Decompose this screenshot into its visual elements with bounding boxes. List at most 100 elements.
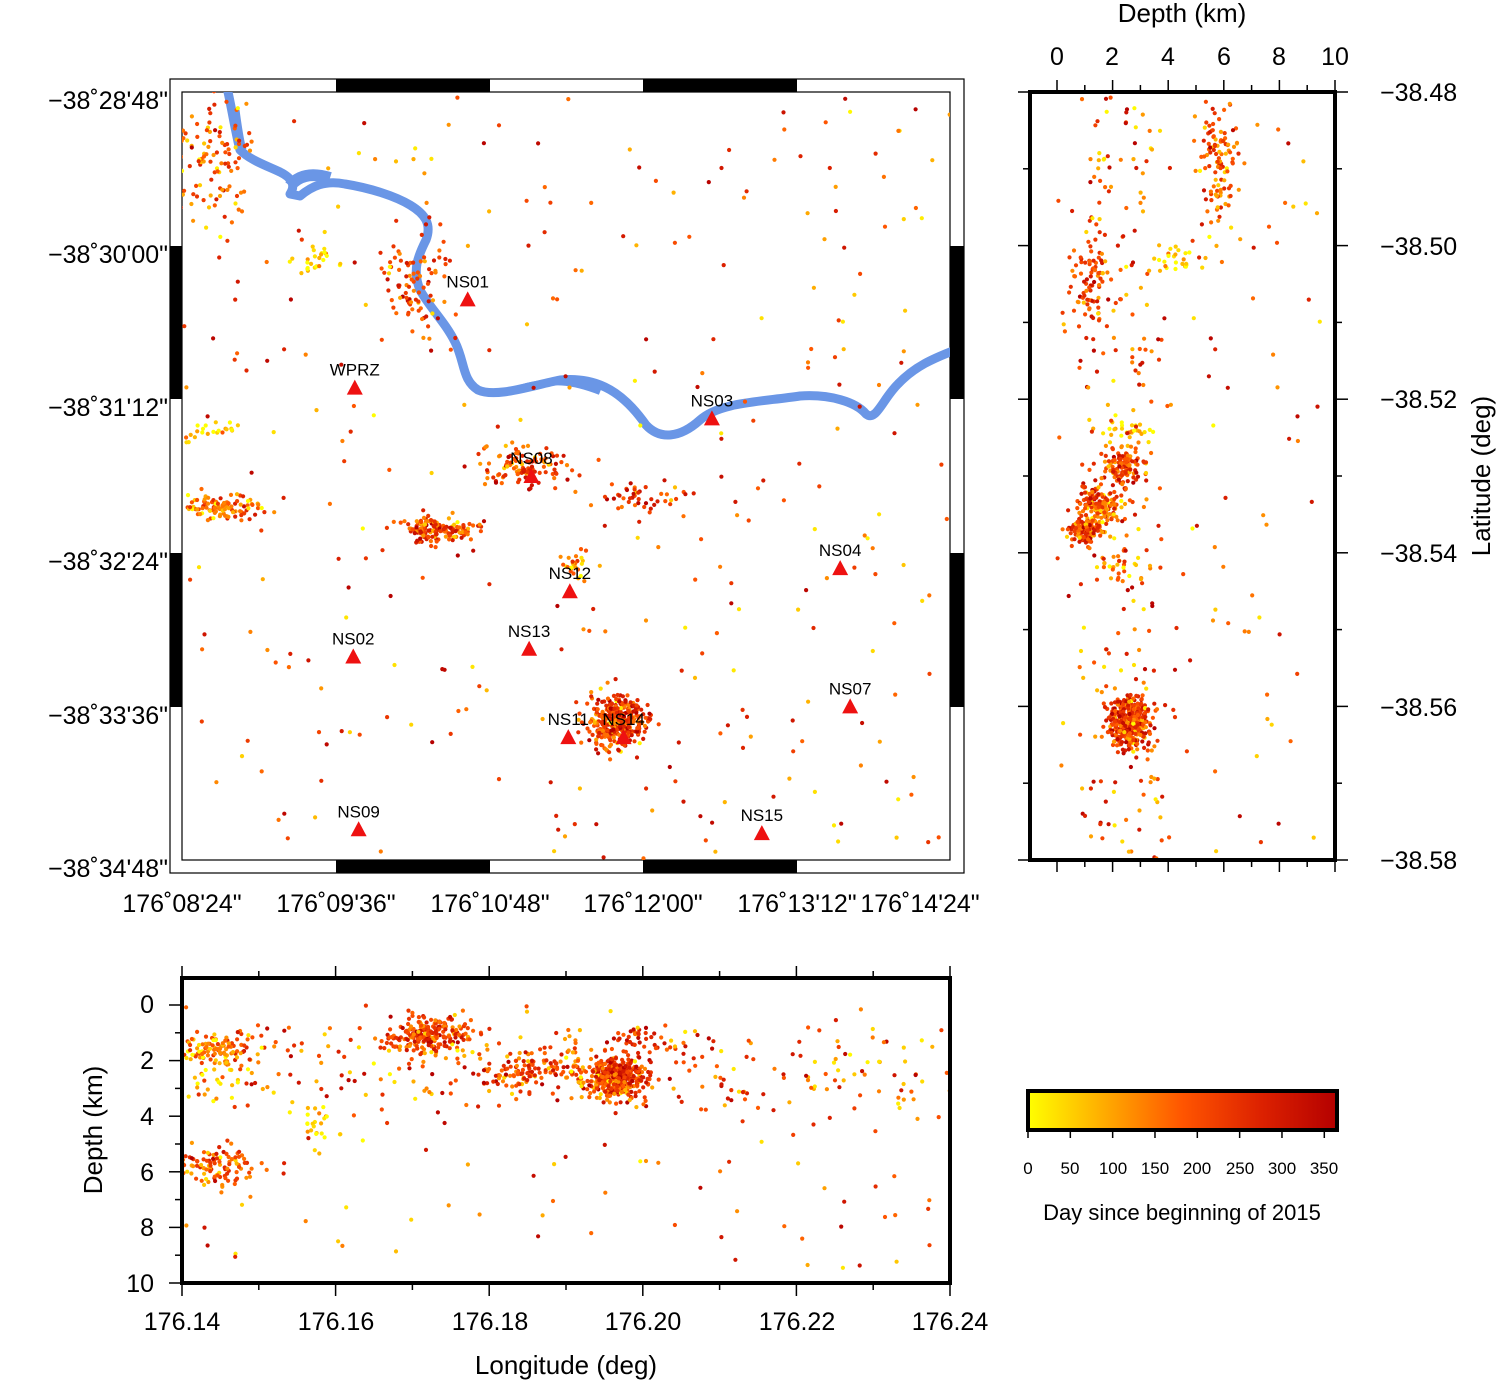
lat-depth-earthquake-point <box>1141 734 1146 739</box>
map-earthquake-point <box>208 139 213 144</box>
lon-depth-earthquake-point <box>225 1138 230 1143</box>
lon-depth-earthquake-point <box>453 1035 458 1040</box>
map-earthquake-point <box>552 467 557 472</box>
map-earthquake-point <box>407 273 412 278</box>
map-earthquake-point <box>634 703 639 708</box>
map-earthquake-point <box>589 690 594 695</box>
lat-depth-earthquake-point <box>1127 699 1132 704</box>
lat-depth-earthquake-point <box>1102 514 1107 519</box>
lat-depth-earthquake-point <box>1212 143 1217 149</box>
lon-depth-earthquake-point <box>503 1072 509 1077</box>
lon-depth-earthquake-point <box>597 1078 602 1083</box>
map-earthquake-point <box>202 497 207 502</box>
lon-depth-y-title: Depth (km) <box>78 1066 108 1195</box>
lon-depth-earthquake-point <box>455 1048 460 1053</box>
map-earthquake-point <box>852 292 857 297</box>
station-marker <box>753 825 770 841</box>
lon-depth-earthquake-point <box>317 1111 322 1116</box>
map-earthquake-point <box>634 243 639 248</box>
lat-depth-earthquake-point <box>1121 565 1126 570</box>
lat-depth-earthquake-point <box>1097 230 1102 235</box>
map-earthquake-point <box>314 408 319 413</box>
map-earthquake-point <box>873 572 878 577</box>
lat-depth-earthquake-point <box>1238 237 1243 242</box>
lat-depth-earthquake-point <box>1125 693 1130 698</box>
lat-depth-earthquake-point <box>1089 429 1094 434</box>
map-earthquake-point <box>546 462 551 467</box>
lon-depth-earthquake-point <box>218 1081 223 1086</box>
lat-depth-earthquake-point <box>1137 647 1142 653</box>
map-earthquake-point <box>236 207 241 212</box>
map-earthquake-point <box>452 534 457 539</box>
lon-depth-earthquake-point <box>827 1115 832 1120</box>
map-earthquake-point <box>611 693 617 699</box>
lon-depth-earthquake-point <box>927 1243 932 1248</box>
lon-depth-earthquake-point <box>536 1234 541 1239</box>
map-earthquake-point <box>403 290 408 296</box>
lat-depth-earthquake-point <box>1142 430 1147 435</box>
map-earthquake-point <box>208 111 213 116</box>
map-earthquake-point <box>317 264 322 269</box>
map-earthquake-point <box>386 288 391 293</box>
lat-depth-earthquake-point <box>1102 510 1107 515</box>
map-earthquake-point <box>553 486 558 491</box>
lon-depth-earthquake-point <box>525 1078 530 1083</box>
map-earthquake-point <box>213 420 218 425</box>
map-earthquake-point <box>550 296 556 301</box>
lon-depth-earthquake-point <box>189 1156 194 1161</box>
map-earthquake-point <box>936 835 941 840</box>
lon-depth-earthquake-point <box>553 1072 559 1078</box>
lat-depth-earthquake-point <box>1112 719 1118 724</box>
lat-depth-earthquake-point <box>1141 607 1146 612</box>
lat-depth-earthquake-point <box>1083 490 1088 495</box>
map-border-segment <box>170 246 182 399</box>
lon-depth-earthquake-point <box>471 1071 476 1076</box>
station-label: NS14 <box>602 710 645 729</box>
lon-depth-earthquake-point <box>588 1079 594 1084</box>
lat-depth-x-tick-label: 10 <box>1321 43 1349 71</box>
lat-depth-earthquake-point <box>1101 724 1106 729</box>
map-earthquake-point <box>398 258 403 263</box>
lon-depth-earthquake-point <box>242 1156 247 1161</box>
lon-depth-earthquake-point <box>245 1037 250 1042</box>
lon-depth-earthquake-point <box>446 1203 451 1208</box>
map-earthquake-point <box>161 143 165 147</box>
lat-depth-earthquake-point <box>1098 533 1103 538</box>
map-earthquake-point <box>421 285 426 290</box>
lat-depth-earthquake-point <box>1212 545 1217 550</box>
map-earthquake-point <box>324 253 329 258</box>
map-earthquake-point <box>418 530 424 535</box>
lon-depth-earthquake-point <box>668 1045 673 1050</box>
map-earthquake-point <box>587 729 592 734</box>
map-earthquake-point <box>729 601 734 606</box>
lat-depth-earthquake-point <box>1143 725 1148 730</box>
lat-depth-earthquake-point <box>1090 489 1095 494</box>
lat-depth-earthquake-point <box>1118 297 1123 302</box>
map-earthquake-point <box>533 456 538 461</box>
lon-depth-earthquake-point <box>722 1103 727 1108</box>
map-earthquake-point <box>583 548 589 553</box>
lat-depth-earthquake-point <box>1099 492 1104 497</box>
lat-depth-earthquake-point <box>1131 696 1136 701</box>
map-earthquake-point <box>285 836 290 841</box>
map-earthquake-point <box>163 503 167 507</box>
lon-depth-earthquake-point <box>379 1039 384 1044</box>
lat-depth-earthquake-point <box>1091 531 1096 536</box>
lat-depth-earthquake-point <box>1060 527 1065 532</box>
lon-depth-earthquake-point <box>431 1047 437 1052</box>
lat-depth-earthquake-point <box>1089 249 1094 254</box>
lat-depth-earthquake-point <box>1142 745 1147 751</box>
lon-depth-earthquake-point <box>525 1071 530 1076</box>
lon-depth-earthquake-point <box>448 1081 453 1086</box>
map-earthquake-point <box>467 521 472 527</box>
lon-depth-y-tick-label: 0 <box>140 991 154 1019</box>
lon-depth-earthquake-point <box>643 1025 649 1030</box>
map-earthquake-point <box>259 505 264 511</box>
lat-depth-earthquake-point <box>1086 385 1091 390</box>
lon-depth-earthquake-point <box>420 1045 425 1050</box>
map-border-segment <box>336 79 490 92</box>
map-earthquake-point <box>827 165 832 171</box>
map-earthquake-point <box>229 427 234 432</box>
lat-depth-earthquake-point <box>1103 443 1108 448</box>
map-earthquake-point <box>644 786 649 791</box>
